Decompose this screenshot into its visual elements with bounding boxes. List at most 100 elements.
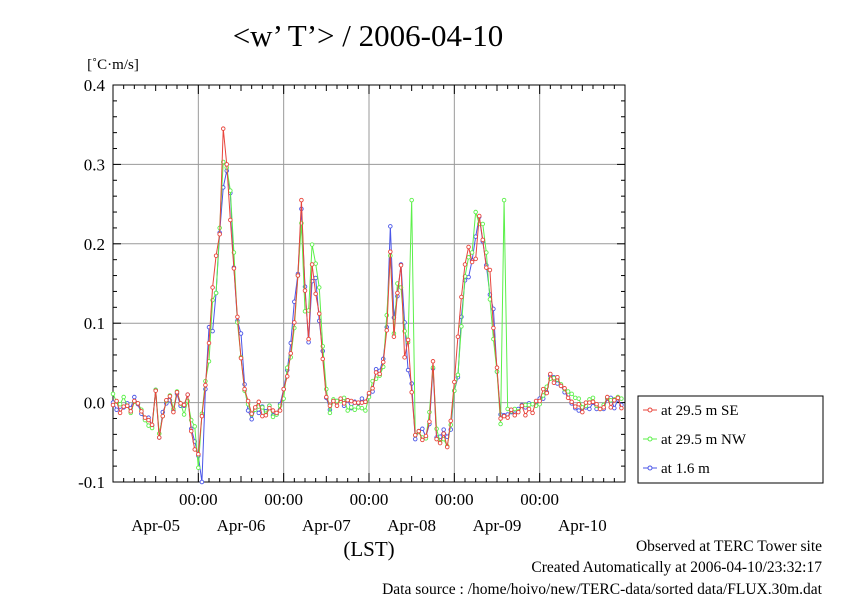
data-point (519, 403, 525, 409)
data-point (153, 388, 158, 393)
data-point (363, 408, 368, 413)
legend: at 29.5 m SE at 29.5 m NW at 1.6 m (637, 395, 824, 484)
data-point (341, 401, 347, 406)
data-point (352, 400, 357, 405)
data-point (505, 415, 510, 420)
data-point (206, 340, 212, 346)
data-point (132, 398, 137, 404)
data-point (576, 396, 581, 401)
data-point (416, 428, 421, 434)
legend-swatch-marker (647, 407, 653, 413)
data-point (260, 405, 265, 410)
data-point (455, 372, 461, 378)
data-point (352, 407, 357, 412)
data-point (238, 355, 244, 361)
data-point (238, 331, 244, 336)
data-point (398, 262, 404, 268)
data-point (213, 290, 219, 296)
series-2 (110, 159, 624, 470)
data-point (384, 328, 389, 333)
data-point (256, 399, 261, 405)
x-tick-date-label: Apr-05 (131, 516, 180, 535)
data-point (196, 451, 201, 457)
data-point (587, 400, 592, 405)
data-point (544, 390, 549, 396)
legend-swatch-marker (647, 465, 653, 471)
footer-data-source: Data source : /home/hoivo/new/TERC-data/… (382, 581, 823, 595)
data-point (260, 413, 265, 419)
x-tick-time-label: 00:00 (350, 490, 389, 509)
data-point (420, 437, 425, 443)
series-line (112, 170, 622, 483)
data-point (196, 465, 201, 470)
data-point (174, 390, 180, 395)
data-point (590, 395, 596, 401)
data-point (601, 405, 606, 410)
data-point (317, 285, 322, 290)
series-1 (110, 126, 624, 457)
y-tick-label: 0.2 (84, 235, 105, 254)
data-point (427, 419, 432, 424)
footer-observed: Observed at TERC Tower site (636, 538, 822, 555)
data-point (477, 213, 482, 219)
data-point (569, 391, 574, 397)
data-point (178, 401, 183, 406)
data-point (605, 394, 610, 400)
data-point (608, 397, 613, 403)
series-3 (110, 168, 624, 485)
data-point (302, 288, 308, 293)
x-tick-date-label: Apr-09 (473, 516, 522, 535)
data-point (263, 413, 269, 418)
x-tick-date-label: Apr-08 (387, 516, 436, 535)
data-point (285, 374, 290, 379)
data-point (146, 417, 151, 423)
data-point (249, 417, 254, 422)
x-tick-time-label: 00:00 (179, 490, 218, 509)
data-point (448, 418, 453, 424)
chart-title: <w’ T’> / 2006-04-10 (233, 18, 504, 53)
data-point (452, 379, 457, 385)
data-point (267, 405, 272, 411)
data-point (551, 380, 557, 386)
data-point (125, 403, 130, 409)
data-point (405, 337, 411, 343)
data-point (359, 405, 365, 411)
data-point (590, 399, 596, 405)
data-point (509, 407, 514, 412)
data-point (565, 395, 571, 401)
data-point (619, 405, 624, 411)
data-point (597, 406, 603, 412)
data-point (185, 392, 190, 397)
data-point (523, 413, 528, 418)
data-point (615, 395, 621, 401)
data-point (409, 390, 414, 395)
legend-label: at 1.6 m (661, 461, 710, 477)
data-point (473, 256, 478, 262)
data-point (114, 398, 119, 404)
data-point (363, 399, 368, 405)
data-point (562, 386, 567, 391)
legend-item: at 29.5 m SE (643, 403, 739, 419)
data-point (462, 262, 468, 267)
data-point (281, 386, 286, 392)
data-point (437, 440, 443, 446)
data-point (121, 394, 126, 400)
data-point (313, 261, 318, 266)
data-point (338, 396, 343, 401)
data-point (555, 381, 560, 386)
data-point (523, 402, 528, 408)
data-point (114, 407, 119, 412)
data-point (309, 242, 315, 247)
data-point (459, 324, 464, 329)
data-point (231, 266, 237, 271)
data-point (327, 410, 333, 416)
data-point (413, 432, 418, 438)
data-point (341, 395, 347, 401)
data-point (313, 291, 318, 297)
data-point (530, 401, 535, 407)
data-point (203, 382, 208, 388)
data-point (373, 370, 379, 375)
data-point (324, 394, 329, 400)
data-point (142, 415, 148, 420)
data-point (306, 336, 311, 342)
